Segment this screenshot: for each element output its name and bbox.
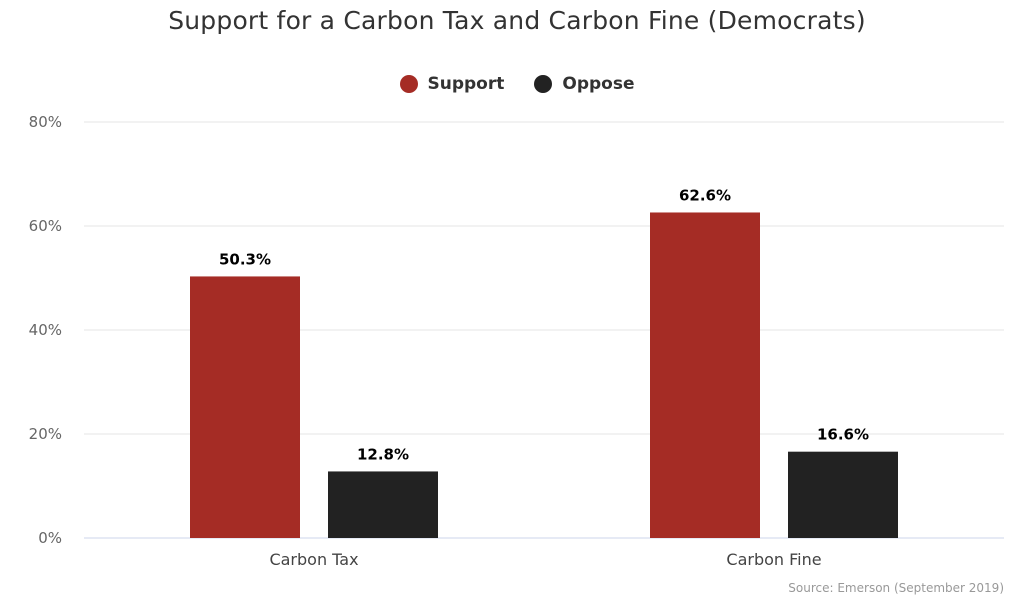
legend-item-support[interactable]: Support: [399, 74, 505, 94]
legend-label-oppose: Oppose: [562, 74, 635, 94]
bar-support-1[interactable]: [650, 212, 760, 539]
legend-swatch-oppose: [534, 75, 553, 93]
legend-item-oppose[interactable]: Oppose: [534, 74, 635, 94]
legend: Support Oppose: [0, 74, 1024, 94]
bar-oppose-0[interactable]: [328, 471, 438, 538]
y-tick-label: 80%: [29, 113, 62, 131]
x-category-label: Carbon Fine: [726, 550, 821, 569]
chart-title: Support for a Carbon Tax and Carbon Fine…: [168, 6, 866, 35]
chart-credit[interactable]: Source: Emerson (September 2019): [788, 581, 1004, 595]
data-label: 16.6%: [817, 426, 869, 444]
x-category-label: Carbon Tax: [269, 550, 358, 569]
bar-oppose-1[interactable]: [788, 451, 898, 538]
y-tick-label: 40%: [29, 321, 62, 339]
data-label: 62.6%: [679, 186, 731, 204]
bar-support-0[interactable]: [190, 276, 300, 538]
legend-label-support: Support: [427, 74, 505, 94]
data-label: 12.8%: [357, 445, 409, 463]
y-tick-label: 20%: [29, 425, 62, 443]
y-tick-label: 60%: [29, 217, 62, 235]
data-label: 50.3%: [219, 250, 271, 268]
legend-swatch-support: [399, 75, 418, 93]
y-tick-label: 0%: [38, 529, 62, 547]
